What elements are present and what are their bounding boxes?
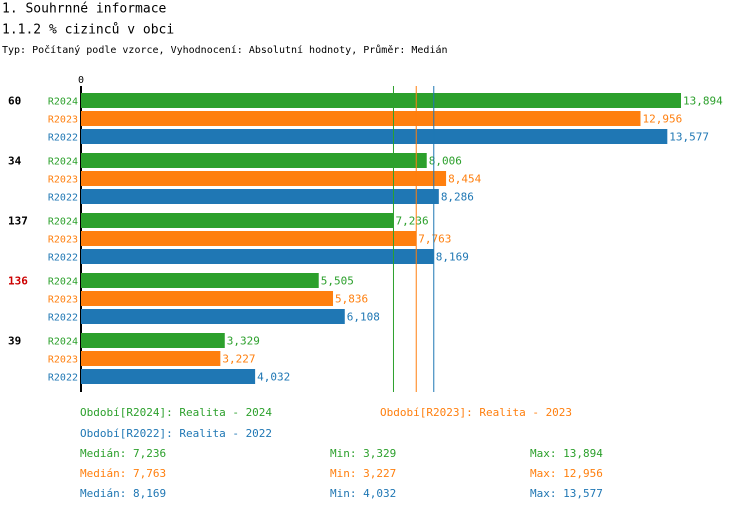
median-stat: Medián: 8,169	[80, 487, 166, 500]
series-label: R2022	[48, 253, 78, 264]
legend-entry: Období[R2023]: Realita - 2023	[380, 406, 572, 419]
min-stat: Min: 3,227	[330, 467, 396, 480]
series-label: R2024	[48, 277, 78, 288]
category-label: 136	[8, 275, 28, 288]
series-label: R2022	[48, 373, 78, 384]
bar	[81, 333, 225, 348]
bar	[81, 171, 447, 186]
series-label: R2024	[48, 337, 78, 348]
value-label: 8,169	[436, 251, 469, 264]
category-label: 137	[8, 215, 28, 228]
value-label: 8,286	[441, 191, 474, 204]
value-label: 8,454	[448, 173, 481, 186]
value-label: 8,006	[429, 155, 462, 168]
value-label: 3,227	[222, 353, 255, 366]
info: Typ: Počítaný podle vzorce, Vyhodnocení:…	[2, 44, 448, 56]
bar	[81, 309, 345, 324]
bar	[81, 351, 221, 366]
bar	[81, 153, 427, 168]
bar	[81, 231, 417, 246]
min-stat: Min: 3,329	[330, 447, 396, 460]
legend-entry: Období[R2022]: Realita - 2022	[80, 427, 272, 440]
category-label: 60	[8, 95, 21, 108]
bar	[81, 213, 394, 228]
value-label: 12,956	[642, 113, 682, 126]
max-stat: Max: 13,577	[530, 487, 603, 500]
value-label: 5,836	[335, 293, 368, 306]
value-label: 13,894	[683, 95, 723, 108]
subtitle: 1.1.2 % cizinců v obci	[2, 23, 174, 38]
value-label: 6,108	[347, 311, 380, 324]
series-label: R2023	[48, 355, 78, 366]
series-label: R2023	[48, 235, 78, 246]
legend-entry: Období[R2024]: Realita - 2024	[80, 406, 272, 419]
series-label: R2022	[48, 133, 78, 144]
x-tick-label: 0	[78, 75, 84, 86]
bar	[81, 93, 681, 108]
category-label: 39	[8, 335, 21, 348]
bar	[81, 291, 334, 306]
series-label: R2023	[48, 175, 78, 186]
series-label: R2023	[48, 115, 78, 126]
value-label: 3,329	[227, 335, 260, 348]
series-label: R2022	[48, 313, 78, 324]
value-label: 5,505	[321, 275, 354, 288]
series-label: R2024	[48, 217, 78, 228]
bar	[81, 249, 434, 264]
title: 1. Souhrnné informace	[2, 2, 167, 17]
bar	[81, 369, 256, 384]
value-label: 7,236	[395, 215, 428, 228]
series-label: R2024	[48, 157, 78, 168]
bar	[81, 111, 641, 126]
series-label: R2023	[48, 295, 78, 306]
min-stat: Min: 4,032	[330, 487, 396, 500]
value-label: 4,032	[257, 371, 290, 384]
series-label: R2022	[48, 193, 78, 204]
max-stat: Max: 13,894	[530, 447, 603, 460]
bar	[81, 129, 668, 144]
series-label: R2024	[48, 97, 78, 108]
bar	[81, 273, 319, 288]
median-stat: Medián: 7,236	[80, 447, 166, 460]
max-stat: Max: 12,956	[530, 467, 603, 480]
median-stat: Medián: 7,763	[80, 467, 166, 480]
value-label: 7,763	[418, 233, 451, 246]
bar	[81, 189, 439, 204]
category-label: 34	[8, 155, 22, 168]
value-label: 13,577	[669, 131, 709, 144]
